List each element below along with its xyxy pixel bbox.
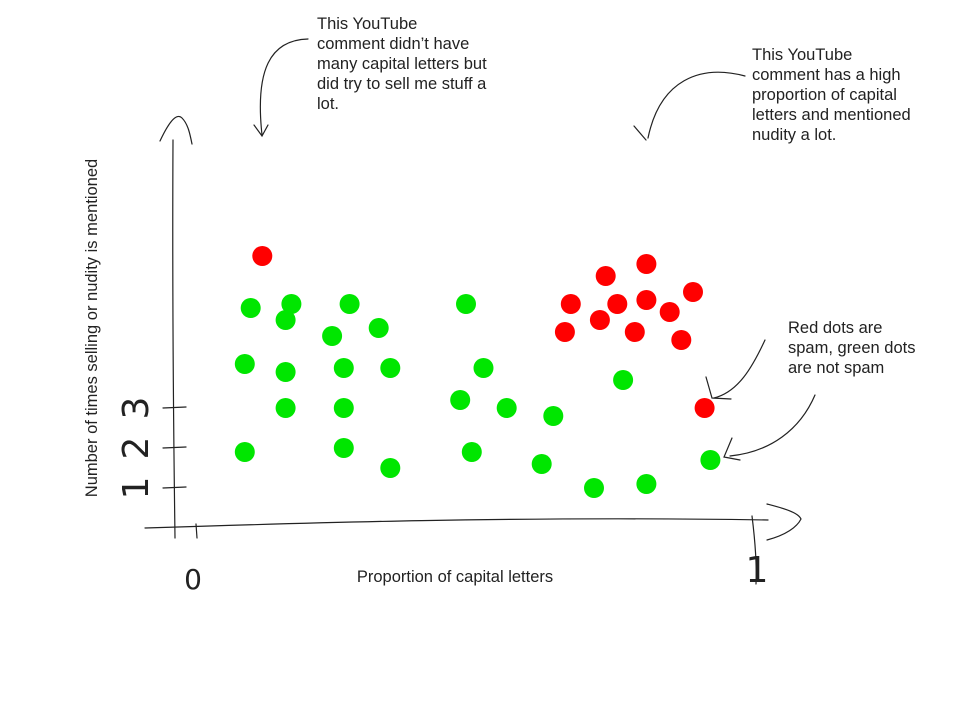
green-point-20 <box>461 442 482 462</box>
y-axis-label: Number of times selling or nudity is men… <box>83 158 101 498</box>
green-point-5 <box>368 318 389 338</box>
y-tick-label-2: 2 <box>116 437 157 460</box>
red-point-10 <box>624 322 645 342</box>
arrow-legend-green <box>729 394 816 457</box>
green-point-17 <box>543 406 564 426</box>
green-point-3 <box>456 294 476 314</box>
y-tick-label-3: 3 <box>116 397 157 420</box>
arrow-top-right <box>647 71 746 139</box>
red-point-1 <box>636 254 657 274</box>
arrow-top-left-head <box>253 124 269 138</box>
arrow-legend-red-head <box>705 376 732 400</box>
green-point-23 <box>700 450 721 470</box>
red-point-3 <box>683 282 703 302</box>
green-point-24 <box>584 478 604 498</box>
x-axis-label: Proportion of capital letters <box>356 568 554 586</box>
legend-note: Red dots are spam, green dots are not sp… <box>788 319 916 377</box>
green-point-12 <box>613 370 634 390</box>
arrow-top-left <box>259 38 309 136</box>
green-point-10 <box>380 358 401 378</box>
y-tick-2 <box>162 446 187 449</box>
annotation-arrows <box>253 38 816 461</box>
green-point-22 <box>380 458 401 478</box>
green-point-9 <box>333 358 354 378</box>
green-point-4 <box>275 310 296 330</box>
axes <box>144 115 802 585</box>
green-point-6 <box>322 326 343 346</box>
green-point-0 <box>240 298 261 318</box>
red-point-2 <box>595 266 616 286</box>
arrow-legend-red <box>713 339 766 399</box>
green-point-21 <box>531 454 552 474</box>
red-point-7 <box>659 302 680 322</box>
y-tick-3 <box>162 406 187 409</box>
red-point-12 <box>694 398 715 418</box>
green-point-11 <box>473 358 494 378</box>
y-axis-arrow <box>159 115 193 145</box>
red-point-5 <box>560 294 581 314</box>
y-tick-label-1: 1 <box>116 477 157 500</box>
green-point-8 <box>275 362 296 382</box>
y-ticks <box>162 406 187 489</box>
green-point-14 <box>275 398 296 418</box>
green-point-25 <box>636 474 657 494</box>
x-tick-label-0: 0 <box>184 563 202 596</box>
data-points <box>234 246 721 498</box>
annotation-top-left: This YouTube comment didn’t have many ca… <box>317 15 487 113</box>
x-axis-arrow <box>766 503 802 541</box>
green-point-13 <box>450 390 471 410</box>
green-point-15 <box>333 398 354 418</box>
arrow-legend-green-head <box>723 437 741 461</box>
red-point-4 <box>636 290 657 310</box>
x-axis-origin-tick <box>195 523 198 539</box>
x-axis-end-tick <box>751 515 757 585</box>
green-point-16 <box>496 398 517 418</box>
red-point-9 <box>554 322 575 342</box>
red-point-6 <box>607 294 628 314</box>
red-point-0 <box>252 246 273 266</box>
x-tick-label-1: 1 <box>746 550 769 591</box>
green-point-18 <box>234 442 255 462</box>
green-point-19 <box>333 438 354 458</box>
arrow-top-right-head <box>633 125 647 141</box>
annotation-top-right: This YouTube comment has a high proporti… <box>752 46 911 144</box>
y-tick-1 <box>162 486 187 489</box>
y-axis-line <box>172 139 176 539</box>
red-point-11 <box>671 330 692 350</box>
green-point-7 <box>234 354 255 374</box>
green-point-2 <box>339 294 360 314</box>
red-point-8 <box>589 310 610 330</box>
green-point-1 <box>281 294 302 314</box>
x-axis-line <box>144 518 769 529</box>
